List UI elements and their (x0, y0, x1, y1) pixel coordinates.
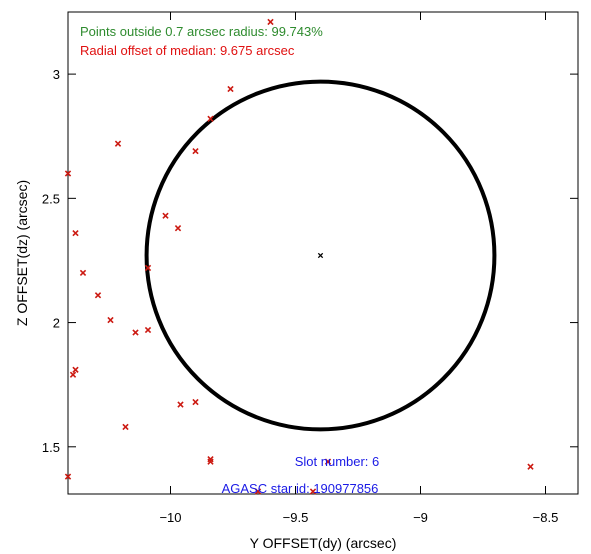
data-point (79, 269, 87, 277)
x-tick-label: −9.5 (283, 510, 309, 525)
data-point (174, 224, 182, 232)
plot-frame (67, 11, 579, 495)
data-point (192, 398, 199, 406)
data-point (527, 463, 534, 470)
data-point (324, 458, 332, 465)
data-point (177, 401, 184, 408)
data-point (122, 423, 129, 431)
data-point (192, 147, 199, 155)
data-point (64, 473, 72, 480)
data-point (144, 326, 152, 334)
radius-circle (144, 79, 497, 432)
x-axis-label: Y OFFSET(dy) (arcsec) (250, 535, 397, 551)
y-axis-label: Z OFFSET(dz) (arcsec) (14, 180, 30, 326)
axis-ticks (68, 12, 578, 494)
data-points (64, 18, 534, 495)
radial-offset-annotation: Radial offset of median: 9.675 arcsec (80, 43, 295, 58)
slot-number-annotation: Slot number: 6 (295, 454, 380, 469)
x-tick-label: −10 (159, 510, 181, 525)
x-tick-label: −9 (413, 510, 428, 525)
data-point (267, 18, 274, 26)
x-tick-label: −8.5 (533, 510, 559, 525)
data-point (94, 292, 102, 299)
y-tick-labels: 1.5 2 2.5 3 (42, 67, 60, 455)
y-tick-label: 2 (53, 316, 60, 331)
data-point (64, 170, 72, 177)
data-point (114, 140, 122, 147)
y-tick-label: 2.5 (42, 191, 60, 206)
x-tick-labels: −10 −9.5 −9 −8.5 (159, 510, 558, 525)
data-point (144, 264, 152, 272)
points-outside-annotation: Points outside 0.7 arcsec radius: 99.743… (80, 24, 323, 39)
data-point (132, 329, 139, 336)
agasc-star-id-annotation: AGASC star id: 190977856 (222, 481, 379, 496)
data-point (69, 371, 77, 378)
data-point (162, 212, 169, 219)
y-tick-label: 3 (53, 67, 60, 82)
data-point (107, 316, 114, 324)
data-point (227, 85, 234, 93)
data-point (72, 366, 79, 373)
data-point (309, 488, 317, 495)
data-point (254, 488, 262, 495)
data-point (207, 458, 214, 465)
data-point (207, 115, 214, 123)
y-tick-label: 1.5 (42, 440, 60, 455)
median-marker (317, 252, 324, 259)
data-point (72, 229, 79, 237)
